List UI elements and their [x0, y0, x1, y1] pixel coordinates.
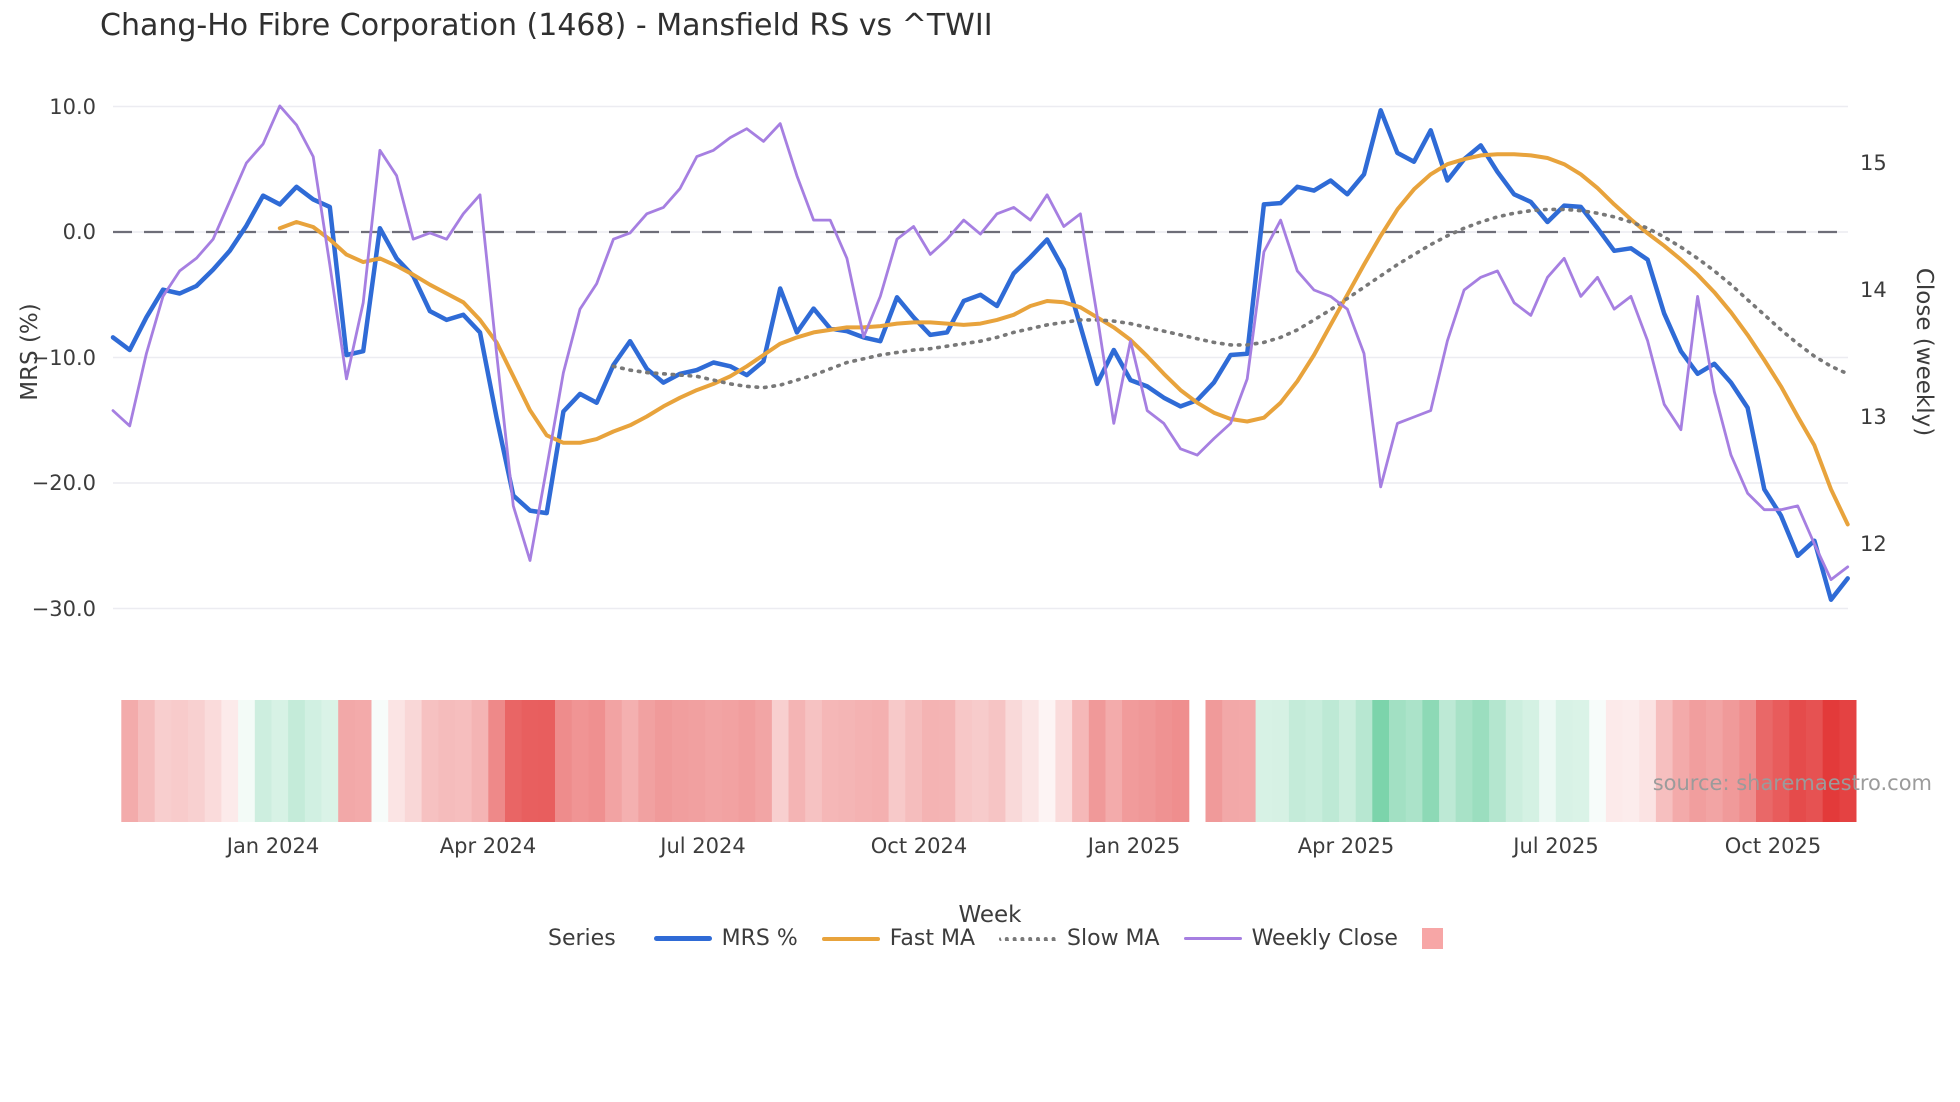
left-axis-tick: 10.0 [49, 94, 96, 119]
x-axis-tick: Jul 2024 [660, 834, 746, 858]
legend-title: Series [548, 926, 616, 951]
mrs-line-swatch-icon [653, 936, 712, 941]
x-axis-tick: Oct 2025 [1724, 834, 1822, 858]
legend-item-weekly-close: Weekly Close [1251, 926, 1398, 951]
x-axis-tick: Oct 2024 [870, 834, 968, 858]
left-axis-tick: −10.0 [31, 345, 96, 370]
left-axis-tick: −30.0 [31, 596, 96, 621]
left-axis-tick: 0.0 [62, 220, 96, 244]
right-axis-tick: 13 [1860, 405, 1887, 429]
left-axis-tick: −20.0 [31, 471, 96, 495]
chart-title: Chang-Ho Fibre Corporation (1468) - Mans… [100, 8, 993, 43]
x-axis-tick: Apr 2024 [439, 834, 537, 858]
x-axis-tick: Jan 2024 [226, 834, 320, 858]
legend-item-fast-ma: Fast MA [889, 926, 976, 951]
fast-ma-line-swatch-icon [821, 936, 880, 941]
x-axis-tick: Jan 2025 [1087, 834, 1181, 858]
right-axis-tick: 15 [1860, 151, 1887, 175]
heatmap-swatch-icon [1421, 928, 1443, 949]
legend-item-mrs: MRS % [721, 926, 798, 951]
x-axis-title: Week [958, 902, 1022, 928]
x-axis-tick: Apr 2025 [1297, 834, 1395, 858]
legend: Series MRS % Fast MA Slow MA Weekly Clos… [548, 926, 1453, 951]
x-axis-tick: Jul 2025 [1513, 834, 1599, 858]
legend-item-slow-ma: Slow MA [1067, 926, 1160, 951]
slow-ma-line-swatch-icon [999, 936, 1058, 941]
source-attribution: source: sharemaestro.com [1652, 771, 1932, 795]
right-axis-tick: 14 [1860, 278, 1887, 302]
weekly-close-line-swatch-icon [1183, 937, 1242, 940]
right-axis-tick: 12 [1860, 532, 1887, 556]
